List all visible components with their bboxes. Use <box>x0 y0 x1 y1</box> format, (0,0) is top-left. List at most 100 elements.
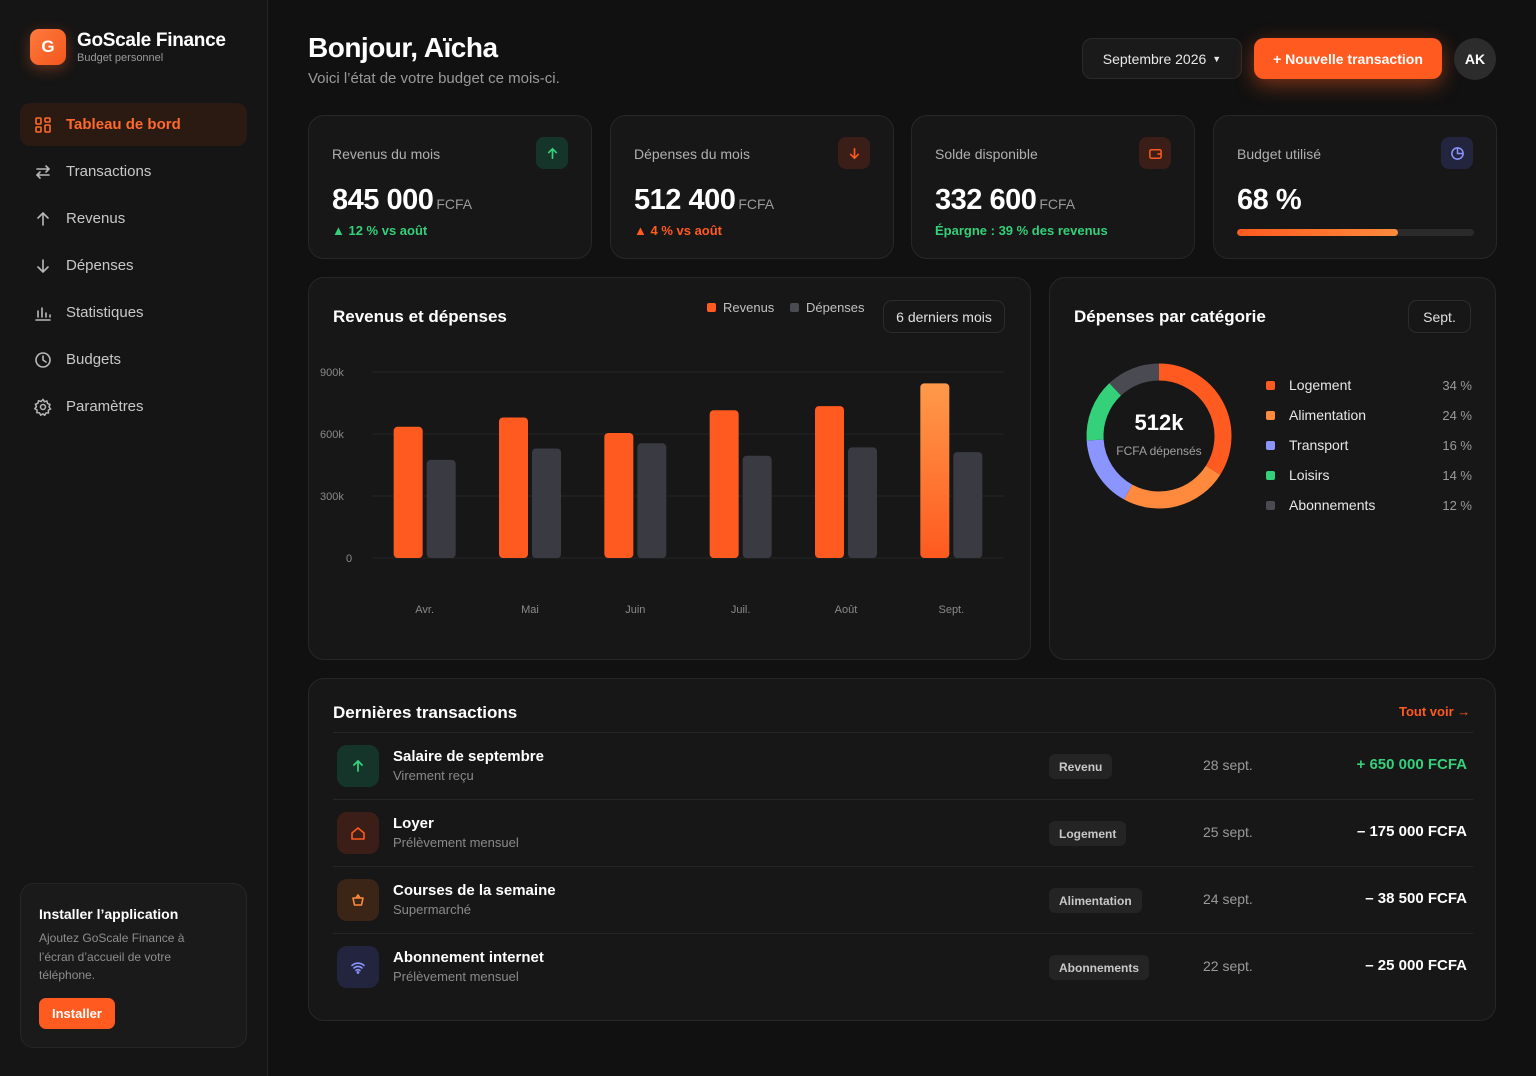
donut-slice-loisirs[interactable] <box>1086 383 1122 441</box>
x-tick-label: Juil. <box>731 604 751 616</box>
legend-swatch <box>1266 410 1275 420</box>
legend-label: Dépenses <box>806 300 865 315</box>
legend-percent: 12 % <box>1442 497 1472 513</box>
wallet-icon <box>1139 137 1171 169</box>
sidebar-item-label: Tableau de bord <box>66 116 181 133</box>
transaction-amount: – 25 000 FCFA <box>1365 957 1467 974</box>
avatar[interactable]: AK <box>1454 38 1496 80</box>
legend-swatch <box>1266 440 1275 450</box>
y-tick-label: 300k <box>320 491 344 503</box>
bar-depenses[interactable] <box>426 459 456 558</box>
transaction-row[interactable]: Abonnement internet Prélèvement mensuel … <box>333 933 1473 1000</box>
sidebar-item-label: Transactions <box>66 163 152 180</box>
sidebar-item-dashboard[interactable]: Tableau de bord <box>20 103 247 146</box>
transaction-row[interactable]: Loyer Prélèvement mensuel Logement 25 se… <box>333 799 1473 866</box>
bar-depenses[interactable] <box>953 452 983 558</box>
kpi-delta: Épargne : 39 % des revenus <box>935 223 1108 238</box>
donut-period-button[interactable]: Sept. <box>1408 300 1471 333</box>
bar-depenses[interactable] <box>742 455 772 558</box>
transaction-amount: + 650 000 FCFA <box>1356 756 1467 773</box>
basket-icon <box>337 879 379 921</box>
bar-depenses[interactable] <box>637 443 667 558</box>
transaction-amount: – 38 500 FCFA <box>1365 890 1467 907</box>
kpi-card-solde: Solde disponible 332 600 FCFA Épargne : 3… <box>911 115 1195 259</box>
month-select[interactable]: Septembre 2026 ▼ <box>1082 38 1242 79</box>
sidebar-item-budgets[interactable]: Budgets <box>20 338 247 381</box>
sidebar-item-depenses[interactable]: Dépenses <box>20 244 247 287</box>
donut-slice-logement[interactable] <box>1158 363 1232 475</box>
kpi-card-budget: Budget utilisé 68 % <box>1213 115 1497 259</box>
legend-swatch <box>1266 470 1275 480</box>
brand[interactable]: G GoScale Finance Budget personnel <box>30 29 226 65</box>
arrow-up-icon <box>536 137 568 169</box>
donut-slice-transport[interactable] <box>1086 439 1133 500</box>
see-all-link[interactable]: Tout voir → <box>1399 704 1471 719</box>
bar-revenus[interactable] <box>393 426 423 558</box>
transactions-title: Dernières transactions <box>333 703 518 722</box>
legend-label: Alimentation <box>1289 407 1367 423</box>
legend-label: Logement <box>1289 377 1352 393</box>
brand-logo: G <box>30 29 66 65</box>
legend-percent: 24 % <box>1442 407 1472 423</box>
kpi-value: 512 400 FCFA <box>634 184 775 216</box>
transaction-title: Courses de la semaine <box>393 882 556 899</box>
sidebar-item-revenus[interactable]: Revenus <box>20 197 247 240</box>
home-icon <box>337 812 379 854</box>
page-title: Bonjour, Aïcha <box>308 32 498 63</box>
grid-icon <box>35 116 51 133</box>
transaction-row[interactable]: Salaire de septembre Virement reçu Reven… <box>333 732 1473 799</box>
y-tick-label: 900k <box>320 367 344 379</box>
pie-icon <box>1441 137 1473 169</box>
kpi-label: Revenus du mois <box>332 146 441 162</box>
arrow-down-icon <box>37 258 49 273</box>
donut-legend-item: Alimentation 24 % <box>1266 400 1472 430</box>
sidebar-item-parametres[interactable]: Paramètres <box>20 385 247 428</box>
bar-revenus[interactable] <box>604 432 634 558</box>
bar-revenus[interactable] <box>920 383 950 558</box>
x-tick-label: Sept. <box>938 604 964 616</box>
bar-revenus[interactable] <box>815 406 844 558</box>
install-card: Installer l’application Ajoutez GoScale … <box>20 883 247 1048</box>
install-button[interactable]: Installer <box>39 997 115 1029</box>
category-badge: Logement <box>1049 821 1127 846</box>
swap-icon <box>35 164 51 179</box>
kpi-value: 332 600 FCFA <box>935 184 1076 216</box>
bar-revenus[interactable] <box>499 417 528 558</box>
sidebar-item-transactions[interactable]: Transactions <box>20 150 247 193</box>
bar-depenses[interactable] <box>532 448 561 558</box>
chevron-down-icon: ▼ <box>1212 53 1222 64</box>
sidebar-item-label: Statistiques <box>66 304 144 321</box>
y-tick-label: 0 <box>346 553 352 565</box>
transactions-card <box>308 678 1496 1021</box>
bar-depenses[interactable] <box>848 447 877 558</box>
sidebar-item-label: Revenus <box>66 210 126 227</box>
bar-revenus[interactable] <box>709 410 739 558</box>
legend-percent: 34 % <box>1442 377 1472 393</box>
donut-center-value: 512k <box>1134 410 1184 435</box>
x-tick-label: Mai <box>521 604 539 616</box>
kpi-delta: ▲ 4 % vs août <box>634 223 723 238</box>
kpi-card-revenus: Revenus du mois 845 000 FCFA ▲ 12 % vs ao… <box>308 115 592 259</box>
category-badge: Abonnements <box>1049 955 1150 980</box>
legend-label: Revenus <box>723 300 775 315</box>
sidebar-item-label: Dépenses <box>66 257 134 274</box>
transaction-row[interactable]: Courses de la semaine Supermarché Alimen… <box>333 866 1473 933</box>
donut-title: Dépenses par catégorie <box>1074 307 1266 326</box>
sidebar-item-statistiques[interactable]: Statistiques <box>20 291 247 334</box>
legend-revenus: Revenus <box>707 300 774 315</box>
new-transaction-button[interactable]: + Nouvelle transaction <box>1254 38 1442 79</box>
legend-percent: 14 % <box>1442 467 1472 483</box>
donut-slice-abonnements[interactable] <box>1109 363 1160 396</box>
donut-legend-item: Logement 34 % <box>1266 370 1472 400</box>
transaction-subtitle: Prélèvement mensuel <box>393 969 519 984</box>
transaction-subtitle: Supermarché <box>393 902 472 917</box>
sidebar-item-label: Paramètres <box>66 398 144 415</box>
period-select-button[interactable]: 6 derniers mois <box>883 300 1005 333</box>
brand-name: GoScale Finance <box>77 29 226 51</box>
gear-icon <box>34 397 52 416</box>
legend-depenses: Dépenses <box>790 300 865 315</box>
donut-legend: Logement 34 % Alimentation 24 % Transport 16 … <box>1266 370 1472 520</box>
page-subtitle: Voici l’état de votre budget ce mois-ci. <box>308 70 560 87</box>
donut-slice-alimentation[interactable] <box>1124 465 1221 509</box>
kpi-label: Dépenses du mois <box>634 146 750 162</box>
